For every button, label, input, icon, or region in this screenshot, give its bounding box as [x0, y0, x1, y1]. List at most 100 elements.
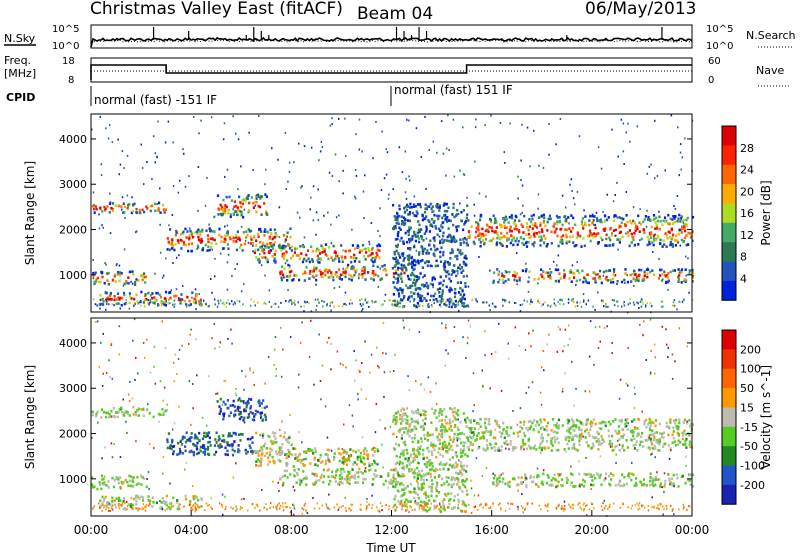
- heatmap-cell: [486, 229, 489, 232]
- heatmap-cell: [420, 474, 423, 478]
- heatmap-cell: [317, 458, 320, 462]
- heatmap-cell: [133, 297, 136, 301]
- heatmap-cell: [406, 274, 410, 278]
- heatmap-cell: [501, 217, 505, 221]
- heatmap-cell: [667, 279, 670, 283]
- heatmap-cell: [548, 214, 551, 218]
- heatmap-cell: [543, 242, 545, 245]
- heatmap-cell: [107, 295, 110, 299]
- heatmap-cell: [541, 426, 544, 429]
- heatmap-cell: [435, 428, 438, 432]
- heatmap-cell: [459, 297, 462, 301]
- heatmap-cell: [635, 483, 638, 487]
- heatmap-cell: [424, 503, 428, 507]
- heatmap-cell: [621, 473, 624, 476]
- heatmap-cell: [195, 444, 198, 448]
- heatmap-cell: [626, 220, 629, 224]
- heatmap-cell: [146, 207, 149, 210]
- heatmap-cell: [111, 141, 114, 144]
- heatmap-cell: [460, 455, 463, 458]
- heatmap-cell: [189, 229, 192, 233]
- heatmap-cell: [416, 419, 419, 423]
- heatmap-cell: [561, 242, 564, 245]
- heatmap-cell: [647, 446, 650, 450]
- heatmap-cell: [335, 271, 338, 274]
- heatmap-cell: [605, 305, 607, 308]
- heatmap-cell: [479, 213, 482, 217]
- heatmap-cell: [617, 430, 621, 433]
- heatmap-cell: [158, 293, 161, 297]
- heatmap-cell: [402, 259, 405, 263]
- heatmap-cell: [223, 240, 226, 244]
- heatmap-cell: [565, 476, 568, 480]
- heatmap-cell: [402, 305, 405, 309]
- heatmap-cell: [458, 437, 461, 441]
- heatmap-cell: [263, 302, 265, 305]
- heatmap-cell: [273, 434, 276, 438]
- heatmap-cell: [107, 480, 110, 483]
- heatmap-cell: [437, 227, 441, 231]
- heatmap-cell: [206, 305, 209, 308]
- heatmap-cell: [349, 255, 352, 259]
- heatmap-cell: [173, 299, 176, 302]
- heatmap-cell: [404, 256, 406, 259]
- heatmap-cell: [627, 472, 630, 476]
- heatmap-cell: [136, 409, 139, 412]
- heatmap-cell: [439, 468, 442, 471]
- heatmap-cell: [422, 457, 425, 460]
- heatmap-cell: [442, 253, 445, 257]
- y-tick-label: 3000: [59, 178, 87, 191]
- heatmap-cell: [397, 252, 400, 255]
- heatmap-cell: [454, 418, 457, 421]
- heatmap-cell: [465, 489, 468, 492]
- heatmap-cell: [404, 457, 407, 461]
- heatmap-cell: [175, 288, 178, 291]
- heatmap-cell: [110, 409, 113, 413]
- heatmap-cell: [169, 507, 172, 511]
- heatmap-cell: [536, 474, 539, 477]
- heatmap-cell: [208, 223, 210, 226]
- heatmap-cell: [471, 449, 474, 452]
- heatmap-cell: [105, 298, 107, 301]
- heatmap-cell: [487, 419, 491, 423]
- heatmap-cell: [550, 304, 552, 307]
- heatmap-cell: [417, 237, 420, 240]
- heatmap-cell: [462, 275, 465, 278]
- heatmap-cell: [341, 260, 344, 263]
- heatmap-cell: [498, 278, 501, 281]
- heatmap-cell: [206, 434, 209, 438]
- heatmap-cell: [672, 473, 675, 477]
- heatmap-cell: [171, 214, 174, 216]
- heatmap-cell: [605, 472, 608, 476]
- heatmap-cell: [444, 218, 447, 221]
- heatmap-cell: [624, 281, 626, 284]
- heatmap-cell: [140, 483, 143, 486]
- heatmap-cell: [571, 264, 574, 267]
- heatmap-cell: [417, 295, 420, 298]
- heatmap-cell: [526, 126, 529, 129]
- heatmap-cell: [367, 271, 370, 274]
- heatmap-cell: [669, 270, 672, 274]
- heatmap-cell: [143, 299, 146, 302]
- heatmap-cell: [168, 248, 172, 252]
- heatmap-cell: [444, 443, 447, 447]
- heatmap-cell: [440, 297, 443, 301]
- heatmap-cell: [249, 242, 252, 245]
- heatmap-cell: [122, 291, 126, 295]
- heatmap-cell: [301, 260, 305, 264]
- heatmap-cell: [640, 268, 643, 272]
- heatmap-cell: [366, 453, 369, 457]
- heatmap-cell: [460, 441, 463, 445]
- heatmap-cell: [502, 421, 505, 425]
- heatmap-cell: [308, 448, 312, 451]
- heatmap-cell: [633, 437, 636, 441]
- heatmap-cell: [309, 269, 312, 273]
- heatmap-cell: [425, 237, 428, 240]
- heatmap-cell: [278, 246, 281, 249]
- heatmap-cell: [438, 206, 441, 209]
- heatmap-cell: [606, 193, 608, 196]
- heatmap-cell: [625, 214, 628, 217]
- heatmap-cell: [484, 425, 487, 428]
- heatmap-cell: [583, 299, 585, 302]
- heatmap-cell: [394, 277, 397, 280]
